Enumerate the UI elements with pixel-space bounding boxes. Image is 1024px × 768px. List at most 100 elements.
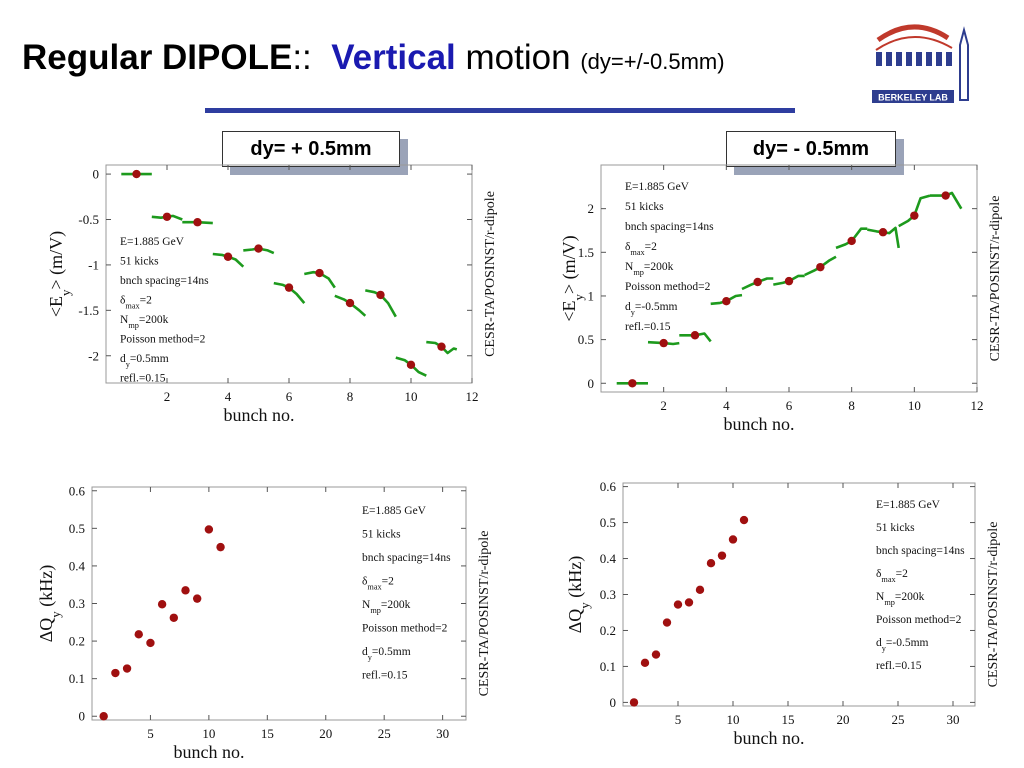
data-point xyxy=(162,212,172,221)
annotation-line: δmax=2 xyxy=(362,576,394,592)
annotation-line: refl.=0.15 xyxy=(120,373,166,385)
data-point xyxy=(753,277,762,287)
x-axis-label: bunch no. xyxy=(174,742,245,762)
data-point xyxy=(376,290,385,300)
y-tick-label: 0 xyxy=(588,376,595,391)
x-tick-label: 15 xyxy=(782,712,795,727)
data-point xyxy=(695,585,705,595)
berkeley-lab-logo: BERKELEY LAB xyxy=(872,24,969,103)
side-label: CESR-TA/POSINST/r-dipole xyxy=(988,196,1003,362)
data-point xyxy=(816,262,825,272)
y-axis-label: <Ey> (m/V) xyxy=(46,231,73,317)
annotation-line: bnch spacing=14ns xyxy=(120,275,209,287)
side-label: CESR-TA/POSINST/r-dipole xyxy=(483,191,498,357)
x-tick-label: 25 xyxy=(892,712,905,727)
x-tick-label: 6 xyxy=(286,389,293,404)
title-part1: Regular DIPOLE xyxy=(22,38,293,77)
annotation-line: 51 kicks xyxy=(362,529,401,541)
x-tick-label: 15 xyxy=(261,726,274,741)
annotation-line: δmax=2 xyxy=(876,568,908,584)
y-tick-label: 0.2 xyxy=(600,623,616,638)
y-tick-label: 0.6 xyxy=(69,483,86,498)
data-point xyxy=(659,338,668,348)
annotation-line: Poisson method=2 xyxy=(120,334,206,346)
x-axis-label: bunch no. xyxy=(224,405,295,425)
data-point xyxy=(204,525,214,534)
y-tick-label: 0 xyxy=(79,709,86,724)
y-tick-label: 0.3 xyxy=(69,596,85,611)
title-rule xyxy=(205,108,795,113)
title-sep: :: xyxy=(292,38,312,77)
y-tick-label: 0 xyxy=(93,167,100,182)
data-point xyxy=(941,191,950,200)
x-tick-label: 8 xyxy=(848,398,855,413)
x-tick-label: 30 xyxy=(436,726,449,741)
x-tick-label: 10 xyxy=(908,398,921,413)
data-point xyxy=(910,211,919,220)
y-tick-label: 0.4 xyxy=(69,558,86,573)
y-tick-label: 0 xyxy=(610,695,617,710)
data-point xyxy=(640,658,650,668)
data-point xyxy=(717,551,727,560)
y-tick-label: 0.2 xyxy=(69,634,85,649)
y-axis-label: ΔQy (kHz) xyxy=(565,556,592,634)
annotation-line: refl.=0.15 xyxy=(876,660,922,672)
data-point xyxy=(169,613,179,622)
x-tick-label: 2 xyxy=(164,389,171,404)
curve-segment xyxy=(647,340,680,346)
annotation-line: dy=0.5mm xyxy=(362,646,411,662)
annotation-line: Nmp=200k xyxy=(876,591,925,607)
data-point xyxy=(134,630,143,639)
x-axis-label: bunch no. xyxy=(734,728,805,748)
y-tick-label: -1 xyxy=(88,257,99,272)
annotation-line: refl.=0.15 xyxy=(362,670,408,682)
label-dy-minus: dy= - 0.5mm xyxy=(726,131,896,167)
data-point xyxy=(784,276,794,286)
panel-dq-plus: 5 10 15 20 25 30 0 0.1 0.2 0.3 0.4 0.5 0.6 bunch no. Δ… xyxy=(30,482,500,768)
label-dy-plus: dy= + 0.5mm xyxy=(222,131,400,167)
annotation-line: dy=-0.5mm xyxy=(625,301,678,317)
y-tick-label: 1.5 xyxy=(578,245,594,260)
x-tick-label: 8 xyxy=(347,389,354,404)
y-tick-label: 2 xyxy=(588,201,595,216)
chart-dq-plus: 5 10 15 20 25 30 0 0.1 0.2 0.3 0.4 0.5 0.6 bunch no. Δ… xyxy=(36,483,492,762)
x-tick-label: 4 xyxy=(225,389,232,404)
y-axis-label: <Ey> (m/V) xyxy=(559,235,586,321)
y-tick-label: 0.6 xyxy=(600,479,617,494)
y-tick-label: 0.5 xyxy=(69,521,85,536)
annotation-line: refl.=0.15 xyxy=(625,321,671,333)
annotation-line: 51 kicks xyxy=(876,522,915,534)
data-point xyxy=(628,379,637,388)
x-tick-label: 12 xyxy=(466,389,479,404)
y-tick-label: 1 xyxy=(588,288,595,303)
annotation-line: Poisson method=2 xyxy=(625,281,711,293)
y-tick-label: -2 xyxy=(88,348,99,363)
annotation-line: Nmp=200k xyxy=(362,599,411,615)
x-tick-label: 20 xyxy=(837,712,850,727)
x-tick-label: 10 xyxy=(727,712,740,727)
curve-segment xyxy=(679,332,712,343)
panel-dq-minus: 5 10 15 20 25 30 0 0.1 0.2 0.3 0.4 0.5 0.6 bunch no. Δ… xyxy=(545,478,1015,768)
x-tick-label: 25 xyxy=(378,726,391,741)
data-point xyxy=(722,297,731,306)
y-axis-label: ΔQy (kHz) xyxy=(36,565,63,643)
data-point xyxy=(216,542,225,552)
data-point xyxy=(684,598,694,607)
annotation-line: E=1.885 GeV xyxy=(625,181,690,193)
title-part4: (dy=+/-0.5mm) xyxy=(580,49,725,74)
y-tick-label: -1.5 xyxy=(78,303,99,318)
x-tick-label: 10 xyxy=(405,389,418,404)
annotation-line: Nmp=200k xyxy=(625,261,674,277)
annotation-line: 51 kicks xyxy=(120,256,159,268)
x-tick-label: 30 xyxy=(947,712,960,727)
curve-segment xyxy=(426,340,458,355)
x-tick-label: 6 xyxy=(786,398,793,413)
y-tick-label: 0.3 xyxy=(600,587,616,602)
data-point xyxy=(437,342,446,351)
annotation-line: bnch spacing=14ns xyxy=(625,221,714,233)
data-point xyxy=(673,600,683,609)
chart-ey-plus: 2 4 6 8 10 12 0 -0.5 -1 -1.5 -2 bunch no. <Ey> (m/V)… xyxy=(46,164,498,425)
y-tick-label: 0.1 xyxy=(69,671,85,686)
data-point xyxy=(99,712,108,721)
data-point xyxy=(406,360,416,370)
